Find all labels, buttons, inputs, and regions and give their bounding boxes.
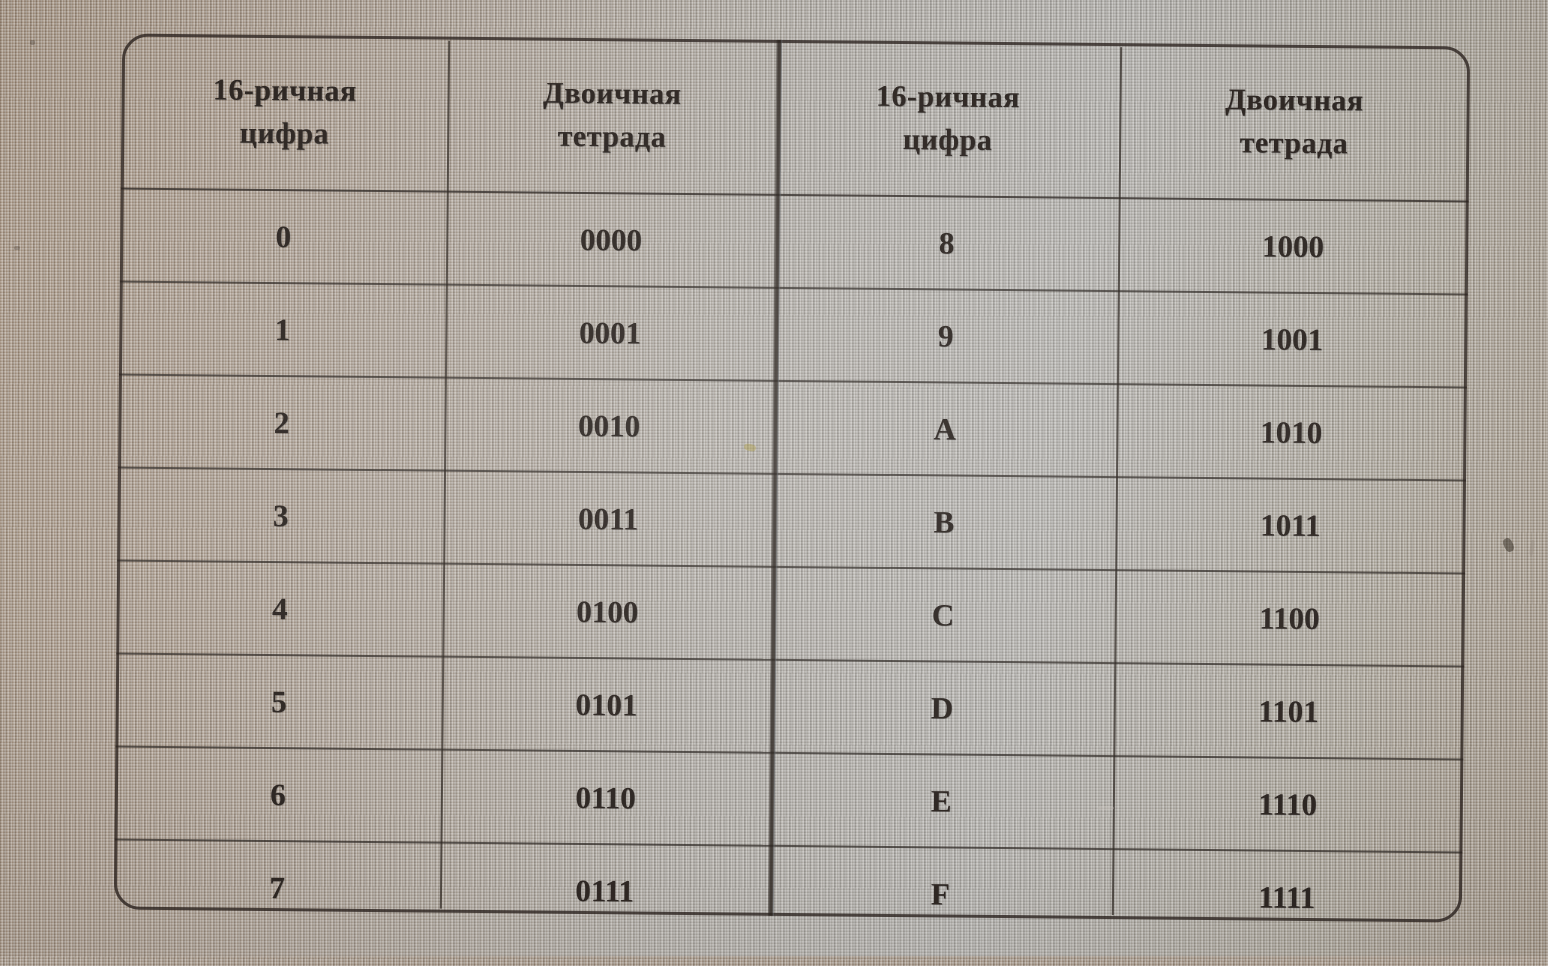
cell-hex-left: 5 — [115, 653, 443, 750]
cell-binary-right: 1101 — [1112, 663, 1465, 760]
header-hex-right: 16-ричная цифра — [775, 39, 1120, 199]
cell-binary-left: 0101 — [441, 656, 772, 753]
table-header-row: 16-ричная цифра Двоичная тетрада 16-ричн… — [120, 33, 1471, 202]
cell-hex-left: 4 — [116, 560, 444, 657]
cell-hex-left: 0 — [119, 188, 447, 285]
header-hex-right-line1: 16-ричная — [875, 79, 1021, 114]
header-hex-right-line2: цифра — [902, 123, 993, 157]
cell-binary-right: 1100 — [1113, 570, 1466, 667]
cell-hex-right: F — [768, 845, 1112, 942]
cell-binary-right: 1010 — [1115, 384, 1467, 481]
cell-hex-right: E — [769, 752, 1113, 850]
header-hex-left-line1: 16-ричная — [212, 72, 357, 108]
header-binary-left-line1: Двоичная — [542, 76, 682, 111]
cell-binary-left: 0000 — [446, 191, 776, 288]
cell-binary-right: 1011 — [1114, 477, 1467, 574]
table-body: 0 0000 8 1000 1 0001 9 1001 2 0010 A 1010 3 0011 B 1011… — [113, 188, 1469, 945]
cell-hex-right: A — [773, 380, 1117, 478]
header-binary-left: Двоичная тетрада — [446, 36, 778, 195]
table-row: 2 0010 A 1010 — [118, 374, 1467, 481]
cell-binary-right: 1000 — [1117, 198, 1469, 295]
cell-hex-left: 7 — [113, 839, 441, 935]
cell-hex-left: 3 — [117, 467, 445, 564]
cell-hex-left: 1 — [118, 281, 447, 378]
cell-binary-right: 1110 — [1111, 756, 1464, 853]
header-binary-right-line2: тетрада — [1239, 126, 1349, 161]
cell-binary-left: 0110 — [440, 749, 771, 846]
cell-binary-right: 1111 — [1111, 849, 1463, 945]
cell-hex-right: 9 — [774, 287, 1118, 385]
table-row: 1 0001 9 1001 — [118, 281, 1468, 388]
cell-hex-right: D — [770, 659, 1114, 757]
cell-binary-left: 0010 — [444, 377, 775, 474]
cell-binary-right: 1001 — [1116, 291, 1468, 388]
cell-hex-right: 8 — [774, 194, 1119, 292]
header-hex-left: 16-ричная цифра — [120, 33, 449, 192]
table-row: 5 0101 D 1101 — [115, 653, 1465, 760]
header-binary-right-line1: Двоичная — [1225, 82, 1364, 117]
table-row: 7 0111 F 1111 — [113, 839, 1463, 945]
cell-binary-left: 0001 — [445, 284, 775, 381]
table-row: 0 0000 8 1000 — [119, 188, 1469, 295]
cell-binary-left: 0011 — [443, 470, 774, 567]
header-hex-left-line2: цифра — [239, 116, 330, 151]
cell-binary-left: 0100 — [442, 563, 773, 660]
table-row: 3 0011 B 1011 — [117, 467, 1467, 574]
header-binary-right: Двоичная тетрада — [1118, 43, 1471, 202]
table-row: 4 0100 C 1100 — [116, 560, 1466, 667]
cell-hex-left: 6 — [114, 746, 442, 843]
cell-binary-left: 0111 — [439, 842, 770, 938]
header-binary-left-line2: тетрада — [557, 119, 667, 154]
cell-hex-right: B — [772, 473, 1116, 571]
cell-hex-right: C — [771, 566, 1115, 664]
cell-hex-left: 2 — [118, 374, 446, 471]
hex-binary-conversion-table: 16-ричная цифра Двоичная тетрада 16-ричн… — [113, 33, 1471, 945]
table-row: 6 0110 E 1110 — [114, 746, 1464, 853]
conversion-table: 16-ричная цифра Двоичная тетрада 16-ричн… — [113, 33, 1471, 945]
